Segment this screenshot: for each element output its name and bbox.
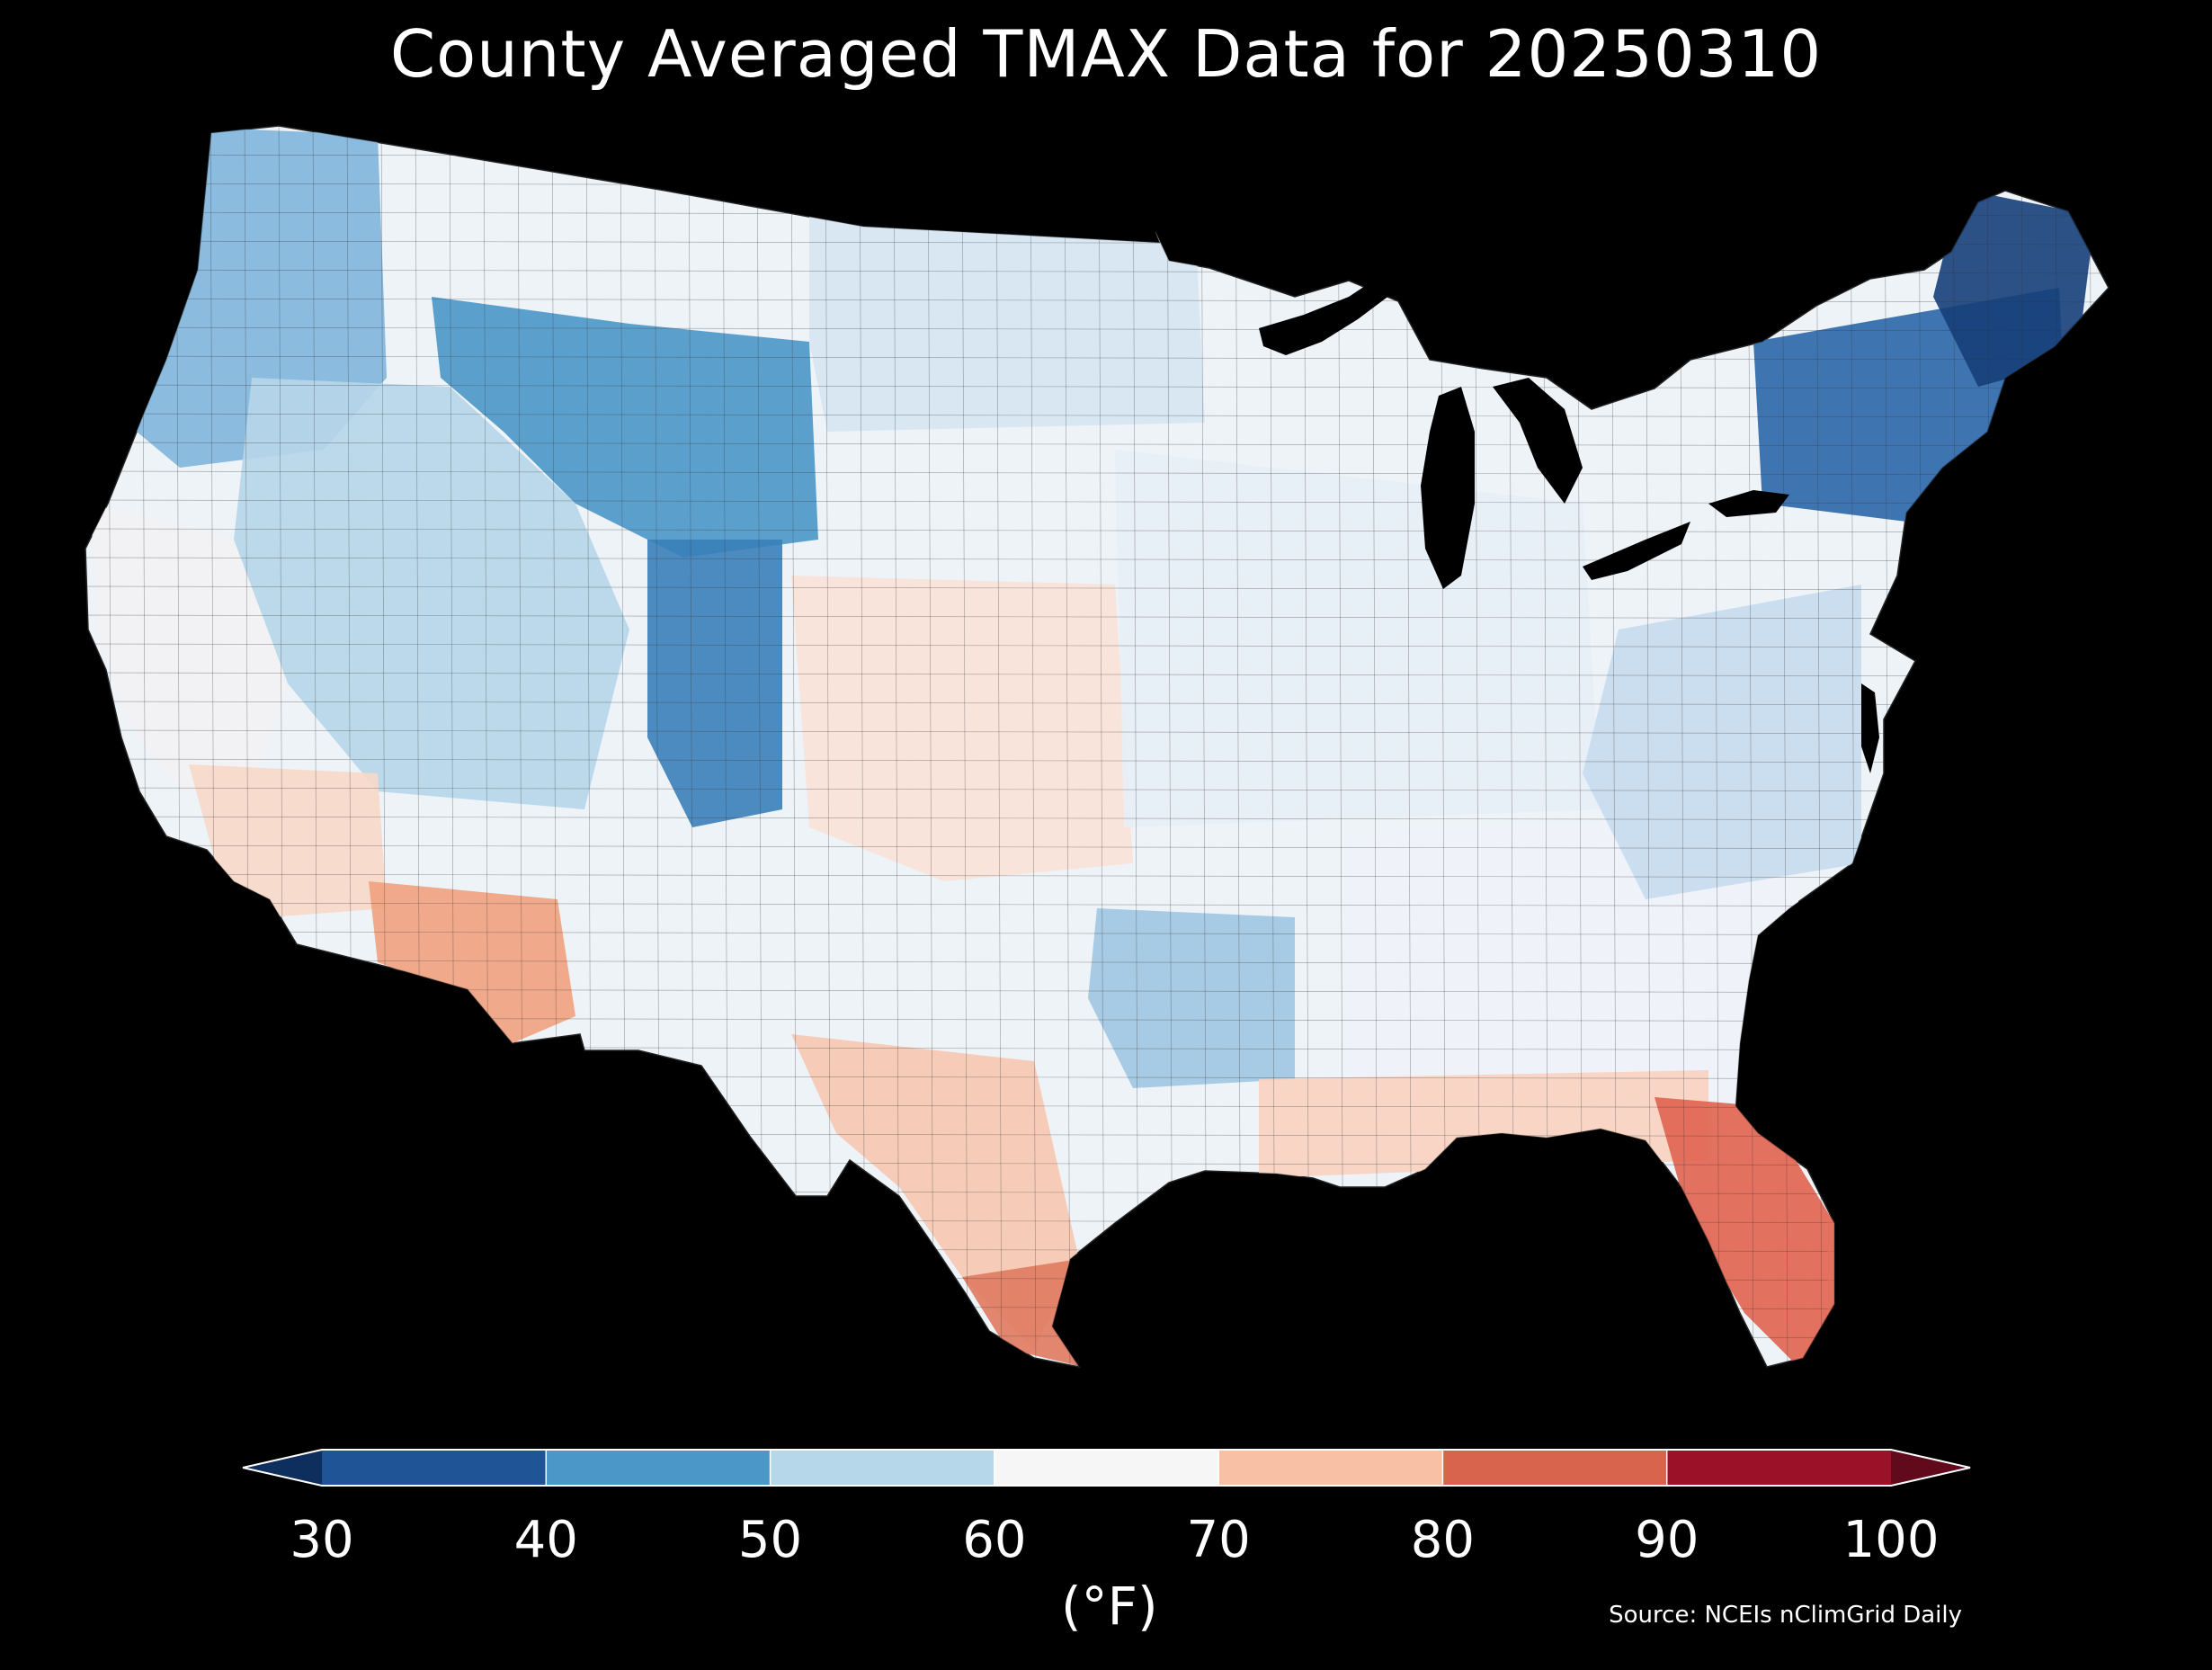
county-grid-line xyxy=(825,126,832,1367)
county-grid-line xyxy=(85,470,2109,476)
lake-superior xyxy=(1259,279,1394,355)
county-grid-line xyxy=(85,816,2109,821)
county-grid-line xyxy=(85,585,2109,591)
source-attribution: Source: NCEIs nClimGrid Daily xyxy=(1609,1602,1962,1629)
county-grid-line xyxy=(107,126,114,1367)
county-grid-line xyxy=(1166,126,1173,1367)
region-south-texas-tip xyxy=(962,1259,1084,1367)
region-california-coast xyxy=(90,504,288,791)
colorbar-tick-label: 80 xyxy=(1410,1511,1476,1569)
county-grid-line xyxy=(85,701,2109,706)
county-grid-line xyxy=(85,126,2109,130)
colorbar-tick-label: 50 xyxy=(737,1511,803,1569)
colorbar-tick-label: 100 xyxy=(1842,1511,1940,1569)
county-grid-line xyxy=(85,413,2109,418)
county-grid-line xyxy=(85,729,2109,735)
county-grid-line xyxy=(85,1362,2109,1367)
region-arizona xyxy=(369,881,575,1043)
colorbar-tick-label: 30 xyxy=(290,1511,354,1569)
region-great-basin xyxy=(234,378,629,809)
county-grid-line xyxy=(85,902,2109,907)
colorbar-tick-label: 70 xyxy=(1186,1511,1251,1569)
county-grid-line xyxy=(85,643,2109,648)
county-grid-line xyxy=(1098,126,1105,1367)
county-grid-line xyxy=(1269,126,1276,1367)
region-northern-plains xyxy=(809,207,1205,432)
colorbar-bin-1 xyxy=(546,1450,771,1486)
great-lakes xyxy=(1259,279,1789,589)
colorbar-tick-label: 90 xyxy=(1635,1511,1699,1569)
county-grid-line xyxy=(85,528,2109,533)
colorbar-tick-label: 40 xyxy=(513,1511,578,1569)
colorbar-units-label: (°F) xyxy=(1061,1576,1158,1637)
lake-ontario xyxy=(1708,490,1789,517)
county-grid-line xyxy=(1405,126,1413,1367)
region-northern-rockies xyxy=(432,297,818,558)
county-grid-line xyxy=(1235,126,1242,1367)
lake-michigan xyxy=(1421,387,1475,589)
region-florida xyxy=(1655,1097,1834,1367)
colorbar-bin-4 xyxy=(1218,1450,1443,1486)
colorbar-outline xyxy=(242,1449,1971,1487)
colorbar-under-arrow xyxy=(243,1450,322,1486)
county-grid-line xyxy=(961,126,968,1367)
colorbar-bin-2 xyxy=(770,1450,995,1486)
county-grid-line xyxy=(85,873,2109,879)
colorbar-bin-6 xyxy=(1666,1450,1891,1486)
county-grid-line xyxy=(893,126,900,1367)
chesapeake-bay xyxy=(1861,683,1879,773)
region-ozarks xyxy=(1088,908,1295,1088)
county-grid-line xyxy=(85,787,2109,792)
county-grid-line xyxy=(85,758,2109,764)
county-grid-line xyxy=(1064,126,1071,1367)
region-midwest xyxy=(1115,450,1601,827)
colorbar-bin-0 xyxy=(322,1450,547,1486)
county-grid-line xyxy=(85,355,2109,361)
county-grid-line xyxy=(927,126,934,1367)
county-grid-line xyxy=(790,126,798,1367)
colorbar-bin-5 xyxy=(1442,1450,1667,1486)
map-title: County Averaged TMAX Data for 20250310 xyxy=(389,16,1823,92)
county-grid-line xyxy=(1030,126,1037,1367)
region-central-plains xyxy=(791,576,1133,881)
county-grid-line xyxy=(85,326,2109,332)
county-grid-line xyxy=(85,844,2109,850)
colorbar xyxy=(242,1449,1971,1487)
county-grid-line xyxy=(1371,126,1378,1367)
county-grid-line xyxy=(85,557,2109,562)
colorbar-bin-3 xyxy=(994,1450,1219,1486)
region-northern-maine xyxy=(1933,189,2095,387)
region-colorado-rockies xyxy=(647,540,782,827)
region-southern-california xyxy=(189,764,387,917)
region-mid-atlantic xyxy=(1583,585,1861,899)
county-grid-line xyxy=(85,442,2109,447)
county-grid-line xyxy=(995,126,1003,1367)
county-grid-line xyxy=(85,672,2109,677)
lake-erie xyxy=(1583,522,1690,580)
county-grid-line xyxy=(85,614,2109,620)
lake-huron xyxy=(1493,378,1583,504)
region-gulf-coast xyxy=(1259,1070,1708,1178)
colorbar-over-arrow xyxy=(1891,1450,1970,1486)
county-grid-line xyxy=(85,384,2109,389)
colorbar-tick-label: 60 xyxy=(962,1511,1027,1569)
county-grid-line xyxy=(1132,126,1139,1367)
